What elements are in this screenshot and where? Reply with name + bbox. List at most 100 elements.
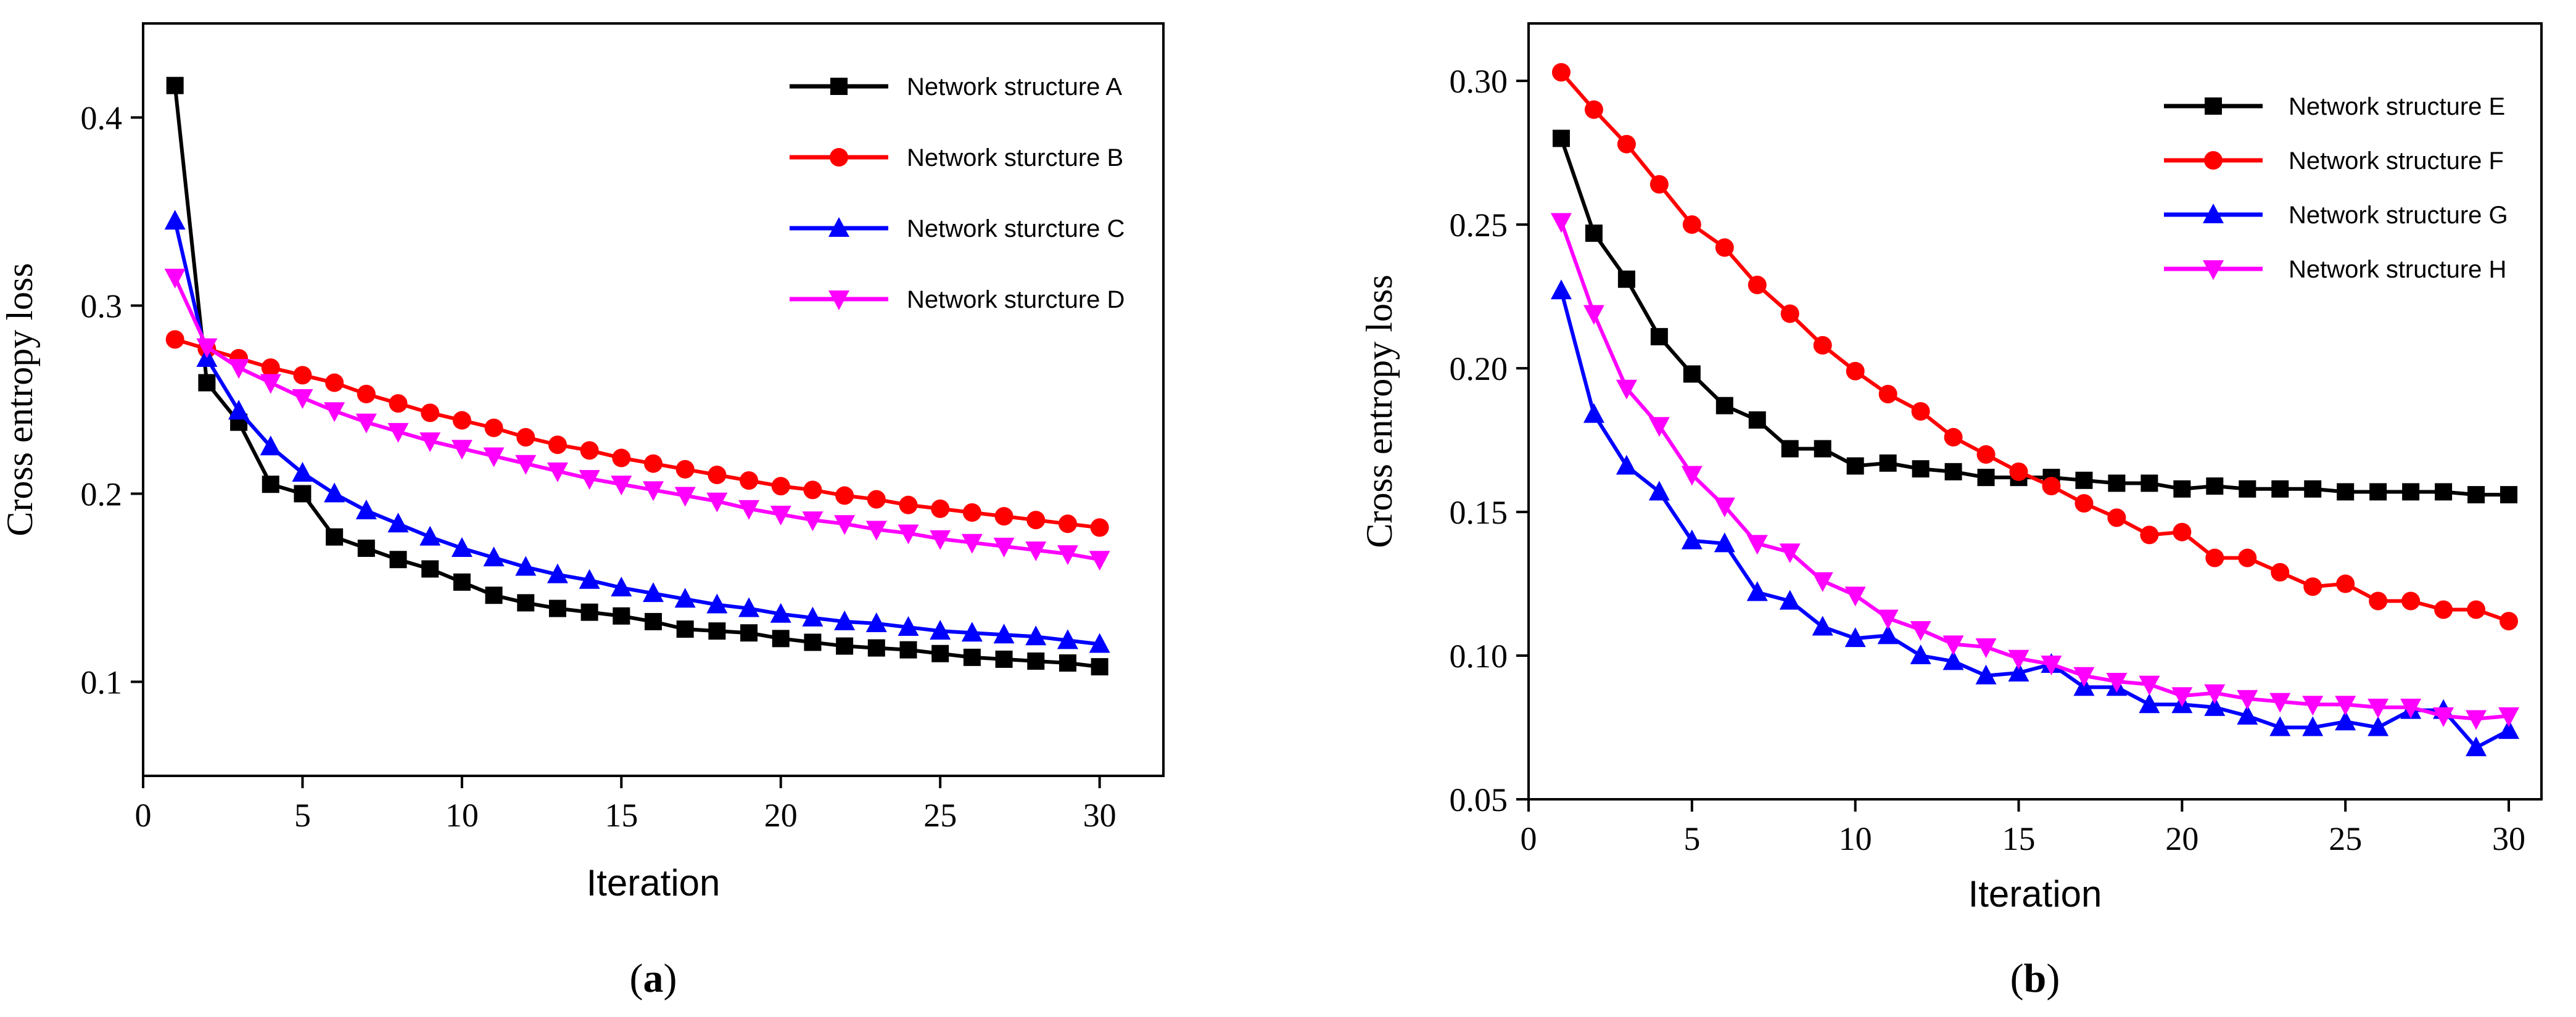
data-point bbox=[325, 373, 344, 392]
data-point bbox=[1715, 238, 1734, 257]
data-point bbox=[2466, 736, 2487, 757]
data-point bbox=[865, 521, 887, 541]
y-tick-label: 0.3 bbox=[81, 288, 123, 325]
data-point bbox=[2337, 483, 2355, 501]
y-tick-label: 0.20 bbox=[1450, 350, 1508, 387]
data-point bbox=[196, 338, 218, 358]
data-point bbox=[867, 490, 886, 509]
data-point bbox=[2074, 494, 2094, 513]
data-point bbox=[453, 573, 471, 591]
data-point bbox=[1912, 460, 1930, 478]
data-point bbox=[2500, 612, 2519, 631]
x-tick-label: 0 bbox=[1521, 820, 1537, 857]
data-point bbox=[738, 597, 760, 617]
series-network-sturcture-d bbox=[164, 268, 1110, 571]
data-point bbox=[1877, 609, 1899, 630]
data-point bbox=[1779, 543, 1801, 564]
panel-label: (b) bbox=[2010, 956, 2060, 1001]
data-point bbox=[228, 400, 250, 420]
data-point bbox=[1877, 624, 1899, 644]
data-point bbox=[1846, 457, 1864, 475]
data-point bbox=[294, 485, 312, 503]
data-point bbox=[2467, 600, 2486, 619]
x-axis-label: Iteration bbox=[1968, 873, 2102, 915]
legend-marker bbox=[828, 290, 849, 310]
data-point bbox=[2009, 462, 2028, 481]
data-point bbox=[931, 644, 949, 662]
data-point bbox=[580, 603, 598, 621]
data-point bbox=[1648, 417, 1670, 437]
data-point bbox=[2302, 716, 2324, 736]
data-point bbox=[2271, 562, 2290, 582]
data-point bbox=[2237, 704, 2258, 725]
data-point bbox=[2402, 483, 2420, 501]
data-point bbox=[166, 76, 184, 94]
x-tick-label: 30 bbox=[2492, 820, 2525, 857]
x-tick-label: 25 bbox=[923, 797, 957, 834]
data-point bbox=[2336, 574, 2355, 593]
data-point bbox=[1910, 621, 1931, 641]
data-point bbox=[1617, 270, 1635, 288]
data-point bbox=[387, 422, 409, 443]
series-line bbox=[173, 276, 1100, 562]
data-point bbox=[2369, 591, 2388, 611]
data-point bbox=[2073, 667, 2095, 687]
data-point bbox=[2041, 656, 2062, 676]
data-point bbox=[2106, 672, 2128, 693]
data-point bbox=[2269, 693, 2291, 713]
legend-entry-label: Network sturcture D bbox=[907, 286, 1125, 313]
data-point bbox=[1090, 518, 1109, 537]
data-point bbox=[548, 599, 566, 617]
data-point bbox=[770, 603, 791, 623]
data-point bbox=[262, 476, 279, 493]
data-point bbox=[2433, 707, 2454, 727]
data-point bbox=[1550, 279, 1572, 300]
data-point bbox=[293, 366, 312, 385]
data-point bbox=[804, 633, 822, 651]
data-point bbox=[516, 428, 535, 447]
data-point bbox=[261, 358, 280, 377]
data-point bbox=[706, 492, 728, 513]
y-tick-label: 0.15 bbox=[1450, 494, 1508, 531]
data-point bbox=[484, 418, 503, 437]
data-point bbox=[1681, 529, 1703, 550]
data-point bbox=[1781, 440, 1799, 458]
legend-marker bbox=[2204, 151, 2223, 170]
series-line bbox=[173, 220, 1100, 646]
legend-entry-label: Network sturcture B bbox=[907, 144, 1123, 171]
panel-label-close: ) bbox=[664, 956, 677, 1001]
plot-frame bbox=[1527, 22, 2543, 801]
data-point bbox=[419, 525, 441, 546]
data-point bbox=[483, 546, 505, 567]
data-point bbox=[2368, 698, 2389, 718]
series-network-structure-a bbox=[166, 76, 1108, 676]
series-network-structure-h bbox=[1550, 213, 2520, 730]
data-point bbox=[1650, 327, 1668, 345]
data-point bbox=[2140, 525, 2159, 545]
data-point bbox=[1748, 411, 1766, 429]
data-point bbox=[836, 637, 854, 655]
data-point bbox=[1089, 633, 1110, 653]
plot-frame bbox=[142, 22, 1165, 777]
data-point bbox=[1746, 535, 1768, 555]
data-point bbox=[1714, 532, 1735, 553]
data-point bbox=[2435, 483, 2453, 501]
x-tick-label: 10 bbox=[1839, 820, 1872, 857]
data-point bbox=[1715, 397, 1733, 414]
data-point bbox=[961, 622, 983, 642]
series-network-sturcture-b bbox=[165, 330, 1109, 537]
data-point bbox=[1748, 275, 1767, 294]
data-point bbox=[2335, 696, 2356, 716]
data-point bbox=[1551, 63, 1571, 82]
data-point bbox=[2302, 696, 2324, 716]
x-tick-label: 5 bbox=[1683, 820, 1700, 857]
data-point bbox=[1026, 511, 1046, 530]
data-point bbox=[898, 616, 919, 636]
series-line bbox=[174, 337, 1100, 530]
data-point bbox=[451, 537, 473, 557]
data-point bbox=[2303, 577, 2322, 596]
y-tick-label: 0.30 bbox=[1450, 63, 1508, 100]
y-tick-label: 0.2 bbox=[81, 476, 123, 513]
data-point bbox=[1813, 336, 1832, 355]
